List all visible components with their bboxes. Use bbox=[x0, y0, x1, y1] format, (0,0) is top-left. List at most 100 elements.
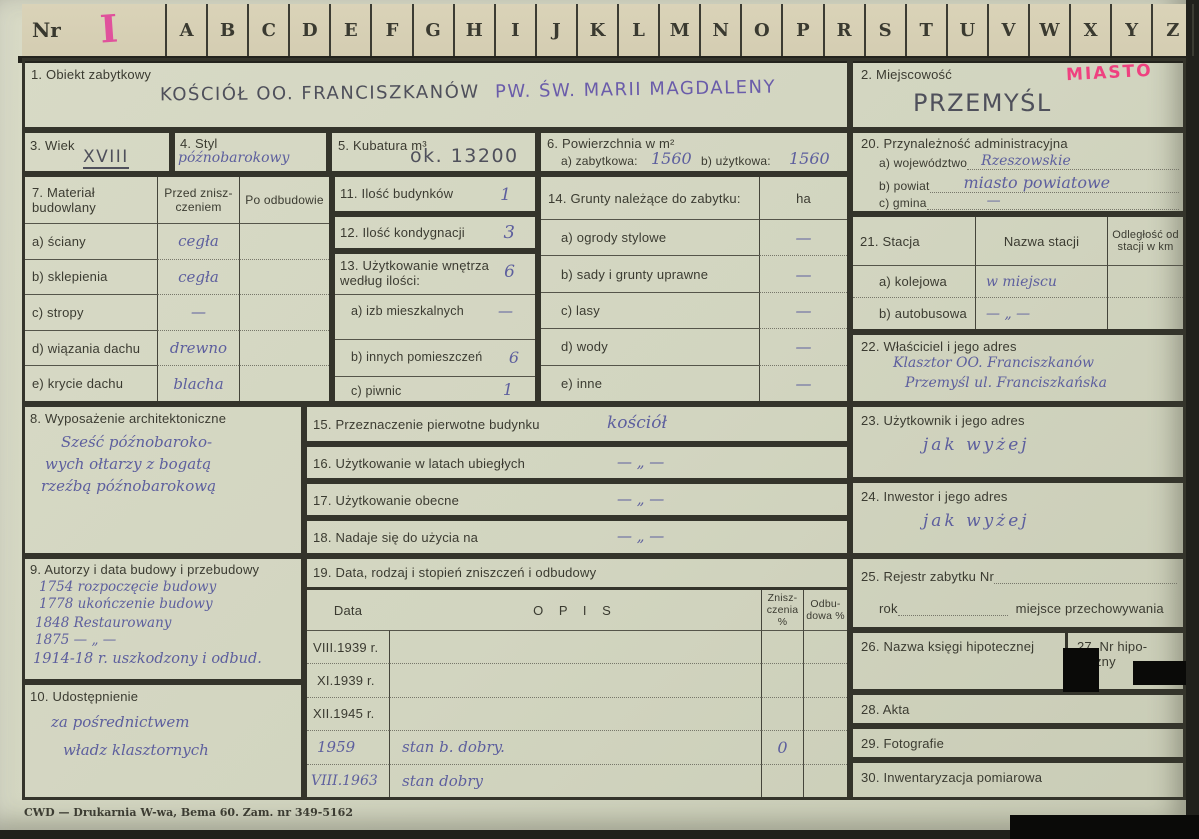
field-25-label: 25. Rejestr zabytku Nr bbox=[861, 569, 995, 584]
field-11-label: 11. Ilość budynków bbox=[340, 186, 454, 201]
field-7-row-before: cegła bbox=[157, 223, 239, 259]
field-10-line2: władz klasztornych bbox=[63, 741, 209, 759]
field-8-line1: Sześć późnobaroko- bbox=[61, 433, 213, 451]
letter-tab: B bbox=[206, 4, 247, 56]
field-7-row-before: cegła bbox=[157, 258, 239, 295]
field-14-grunty-table: 14. Grunty należące do zabytku: ha a) og… bbox=[538, 174, 850, 404]
printer-imprint: CWD — Drukarnia W-wa, Bema 60. Zam. nr 3… bbox=[24, 806, 353, 819]
field-12-value: 3 bbox=[503, 222, 515, 243]
field-19-row-rebuild bbox=[803, 730, 847, 764]
field-5-value: ok. 13200 bbox=[410, 145, 519, 167]
field-15-label: 15. Przeznaczenie pierwotne budynku bbox=[313, 417, 540, 432]
field-20c-label: c) gmina bbox=[879, 196, 927, 210]
field-20-label: 20. Przynależność administracyjna bbox=[861, 136, 1068, 151]
field-19-row-desc: stan dobry bbox=[389, 763, 761, 797]
field-30-label: 30. Inwentaryzacja pomiarowa bbox=[861, 770, 1043, 785]
letter-tab-empty bbox=[1192, 4, 1199, 56]
field-21-row-name: w miejscu bbox=[975, 265, 1107, 297]
field-4-label: 4. Styl bbox=[180, 136, 218, 151]
field-28-label: 28. Akta bbox=[861, 702, 910, 717]
field-5-label: 5. Kubatura m³ bbox=[338, 138, 427, 153]
letter-tab: H bbox=[452, 4, 494, 56]
field-21-col-name: Nazwa stacji bbox=[975, 217, 1107, 265]
letter-tab: N bbox=[699, 4, 740, 56]
letter-tab: L bbox=[617, 4, 658, 56]
field-7-row-before: drewno bbox=[157, 329, 239, 366]
field-13-label: 13. Użytkowanie wnętrza według ilości: bbox=[340, 258, 490, 288]
field-7-material-table: 7. Materiał budowlany Przed znisz-czenie… bbox=[22, 174, 332, 404]
field-11-ilosc-budynkow: 11. Ilość budynków 1 bbox=[332, 174, 538, 214]
field-1-value-church: KOŚCIÓŁ OO. FRANCISZKANÓW bbox=[159, 81, 480, 106]
field-20a-label: a) województwo bbox=[879, 156, 968, 170]
field-1-obiekt-zabytkowy: 1. Obiekt zabytkowy KOŚCIÓŁ OO. FRANCISZ… bbox=[22, 58, 850, 130]
field-9-line: 1875 — „ — bbox=[35, 632, 117, 648]
field-2-stamp-miasto: MIASTO bbox=[1065, 60, 1154, 86]
field-22-line1: Klasztor OO. Franciszkanów bbox=[893, 355, 1094, 371]
field-14-unit: ha bbox=[759, 177, 847, 219]
field-18-nadaje-sie: 18. Nadaje się do użycia na — „ — bbox=[304, 518, 850, 556]
field-6-powierzchnia: 6. Powierzchnia w m² a) zabytkowa: 1560 … bbox=[538, 130, 850, 174]
field-22-label: 22. Właściciel i jego adres bbox=[861, 339, 1017, 354]
field-19-col-date: Data bbox=[333, 602, 363, 618]
field-19-zniszczenia: 19. Data, rodzaj i stopień zniszczeń i o… bbox=[304, 556, 850, 800]
alphabet-index-strip: Nr I A B C D E F G H I J K L M N O P R S… bbox=[22, 4, 1195, 56]
field-28-akta: 28. Akta bbox=[850, 692, 1186, 726]
field-21-row-dist bbox=[1107, 265, 1183, 297]
field-20b-label: b) powiat bbox=[879, 179, 930, 193]
field-13-uzytkowanie-wnetrza: 13. Użytkowanie wnętrza według ilości: 6… bbox=[332, 251, 538, 404]
field-7-col-after: Po odbudowie bbox=[239, 177, 329, 223]
redaction-box bbox=[1133, 661, 1186, 685]
letter-tab: F bbox=[370, 4, 411, 56]
field-19-label: 19. Data, rodzaj i stopień zniszczeń i o… bbox=[313, 565, 597, 580]
field-19-col-odbudowa: Odbu-dowa % bbox=[803, 590, 847, 630]
field-9-line: 1754 rozpoczęcie budowy bbox=[39, 579, 217, 595]
field-25-rok-label: rok bbox=[879, 601, 898, 616]
field-13a-label: a) izb mieszkalnych bbox=[351, 304, 464, 318]
field-14-row-label: a) ogrody stylowe bbox=[541, 219, 759, 255]
field-19-row-desc bbox=[389, 696, 761, 731]
field-14-row-value: — bbox=[759, 364, 847, 401]
field-13c-value: 1 bbox=[502, 380, 513, 399]
field-6b-label: b) użytkowa: bbox=[701, 154, 771, 168]
field-14-row-value: — bbox=[759, 328, 847, 365]
letter-tab: P bbox=[781, 4, 822, 56]
field-3-value: XVIII bbox=[83, 147, 129, 169]
field-19-row-destroy bbox=[761, 663, 803, 697]
field-12-label: 12. Ilość kondygnacji bbox=[340, 225, 465, 240]
field-7-label: 7. Materiał budowlany bbox=[32, 185, 96, 215]
field-9-line: 1914-18 r. uszkodzony i odbud. bbox=[33, 651, 262, 667]
field-9-line: 1778 ukończenie budowy bbox=[39, 596, 213, 612]
field-13c-label: c) piwnic bbox=[351, 384, 402, 398]
letter-tab: I bbox=[493, 4, 535, 56]
field-7-row-after bbox=[239, 223, 329, 259]
field-24-inwestor: 24. Inwestor i jego adres jak wyżej bbox=[850, 480, 1186, 556]
field-3-wiek: 3. Wiek XVIII bbox=[22, 130, 172, 174]
field-19-row-desc bbox=[389, 630, 761, 664]
field-7-row-before: blacha bbox=[157, 365, 239, 401]
field-21-row-name: — „ — bbox=[975, 297, 1107, 329]
field-19-row-rebuild bbox=[803, 696, 847, 731]
field-22-line2: Przemyśl ul. Franciszkańska bbox=[905, 375, 1107, 391]
field-19-row-destroy bbox=[761, 696, 803, 731]
field-1-label: 1. Obiekt zabytkowy bbox=[31, 67, 152, 82]
field-10-label: 10. Udostępnienie bbox=[30, 689, 139, 704]
field-17-uzytkowanie-obecne: 17. Użytkowanie obecne — „ — bbox=[304, 481, 850, 518]
field-25-rok-blank bbox=[897, 615, 1008, 616]
field-7-row-label: c) stropy bbox=[25, 294, 157, 330]
redaction-box bbox=[1010, 815, 1199, 839]
field-8-line3: rzeźbą późnobarokową bbox=[41, 477, 217, 495]
field-19-row-date: XI.1939 r. bbox=[307, 663, 389, 696]
field-14-row-label: d) wody bbox=[541, 328, 759, 364]
field-25-miejsce-label: miejsce przechowywania bbox=[1015, 601, 1164, 616]
field-6b-value: 1560 bbox=[789, 149, 830, 168]
field-17-value: — „ — bbox=[617, 490, 665, 508]
field-15-przeznaczenie: 15. Przeznaczenie pierwotne budynku kośc… bbox=[304, 404, 850, 444]
field-13b-value: 6 bbox=[508, 348, 519, 367]
field-19-row-destroy: 0 bbox=[761, 730, 803, 764]
letter-tab: K bbox=[575, 4, 617, 56]
field-19-row-date: VIII.1939 r. bbox=[307, 630, 389, 663]
letter-tab: Y bbox=[1110, 4, 1151, 56]
field-2-value: PRZEMYŚL bbox=[913, 89, 1052, 117]
field-8-wyposazenie: 8. Wyposażenie architektoniczne Sześć pó… bbox=[22, 404, 304, 556]
